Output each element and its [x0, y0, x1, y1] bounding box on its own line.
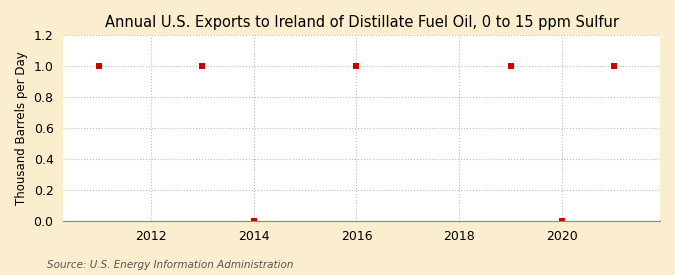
- Text: Source: U.S. Energy Information Administration: Source: U.S. Energy Information Administ…: [47, 260, 294, 270]
- Y-axis label: Thousand Barrels per Day: Thousand Barrels per Day: [15, 51, 28, 205]
- Title: Annual U.S. Exports to Ireland of Distillate Fuel Oil, 0 to 15 ppm Sulfur: Annual U.S. Exports to Ireland of Distil…: [105, 15, 619, 30]
